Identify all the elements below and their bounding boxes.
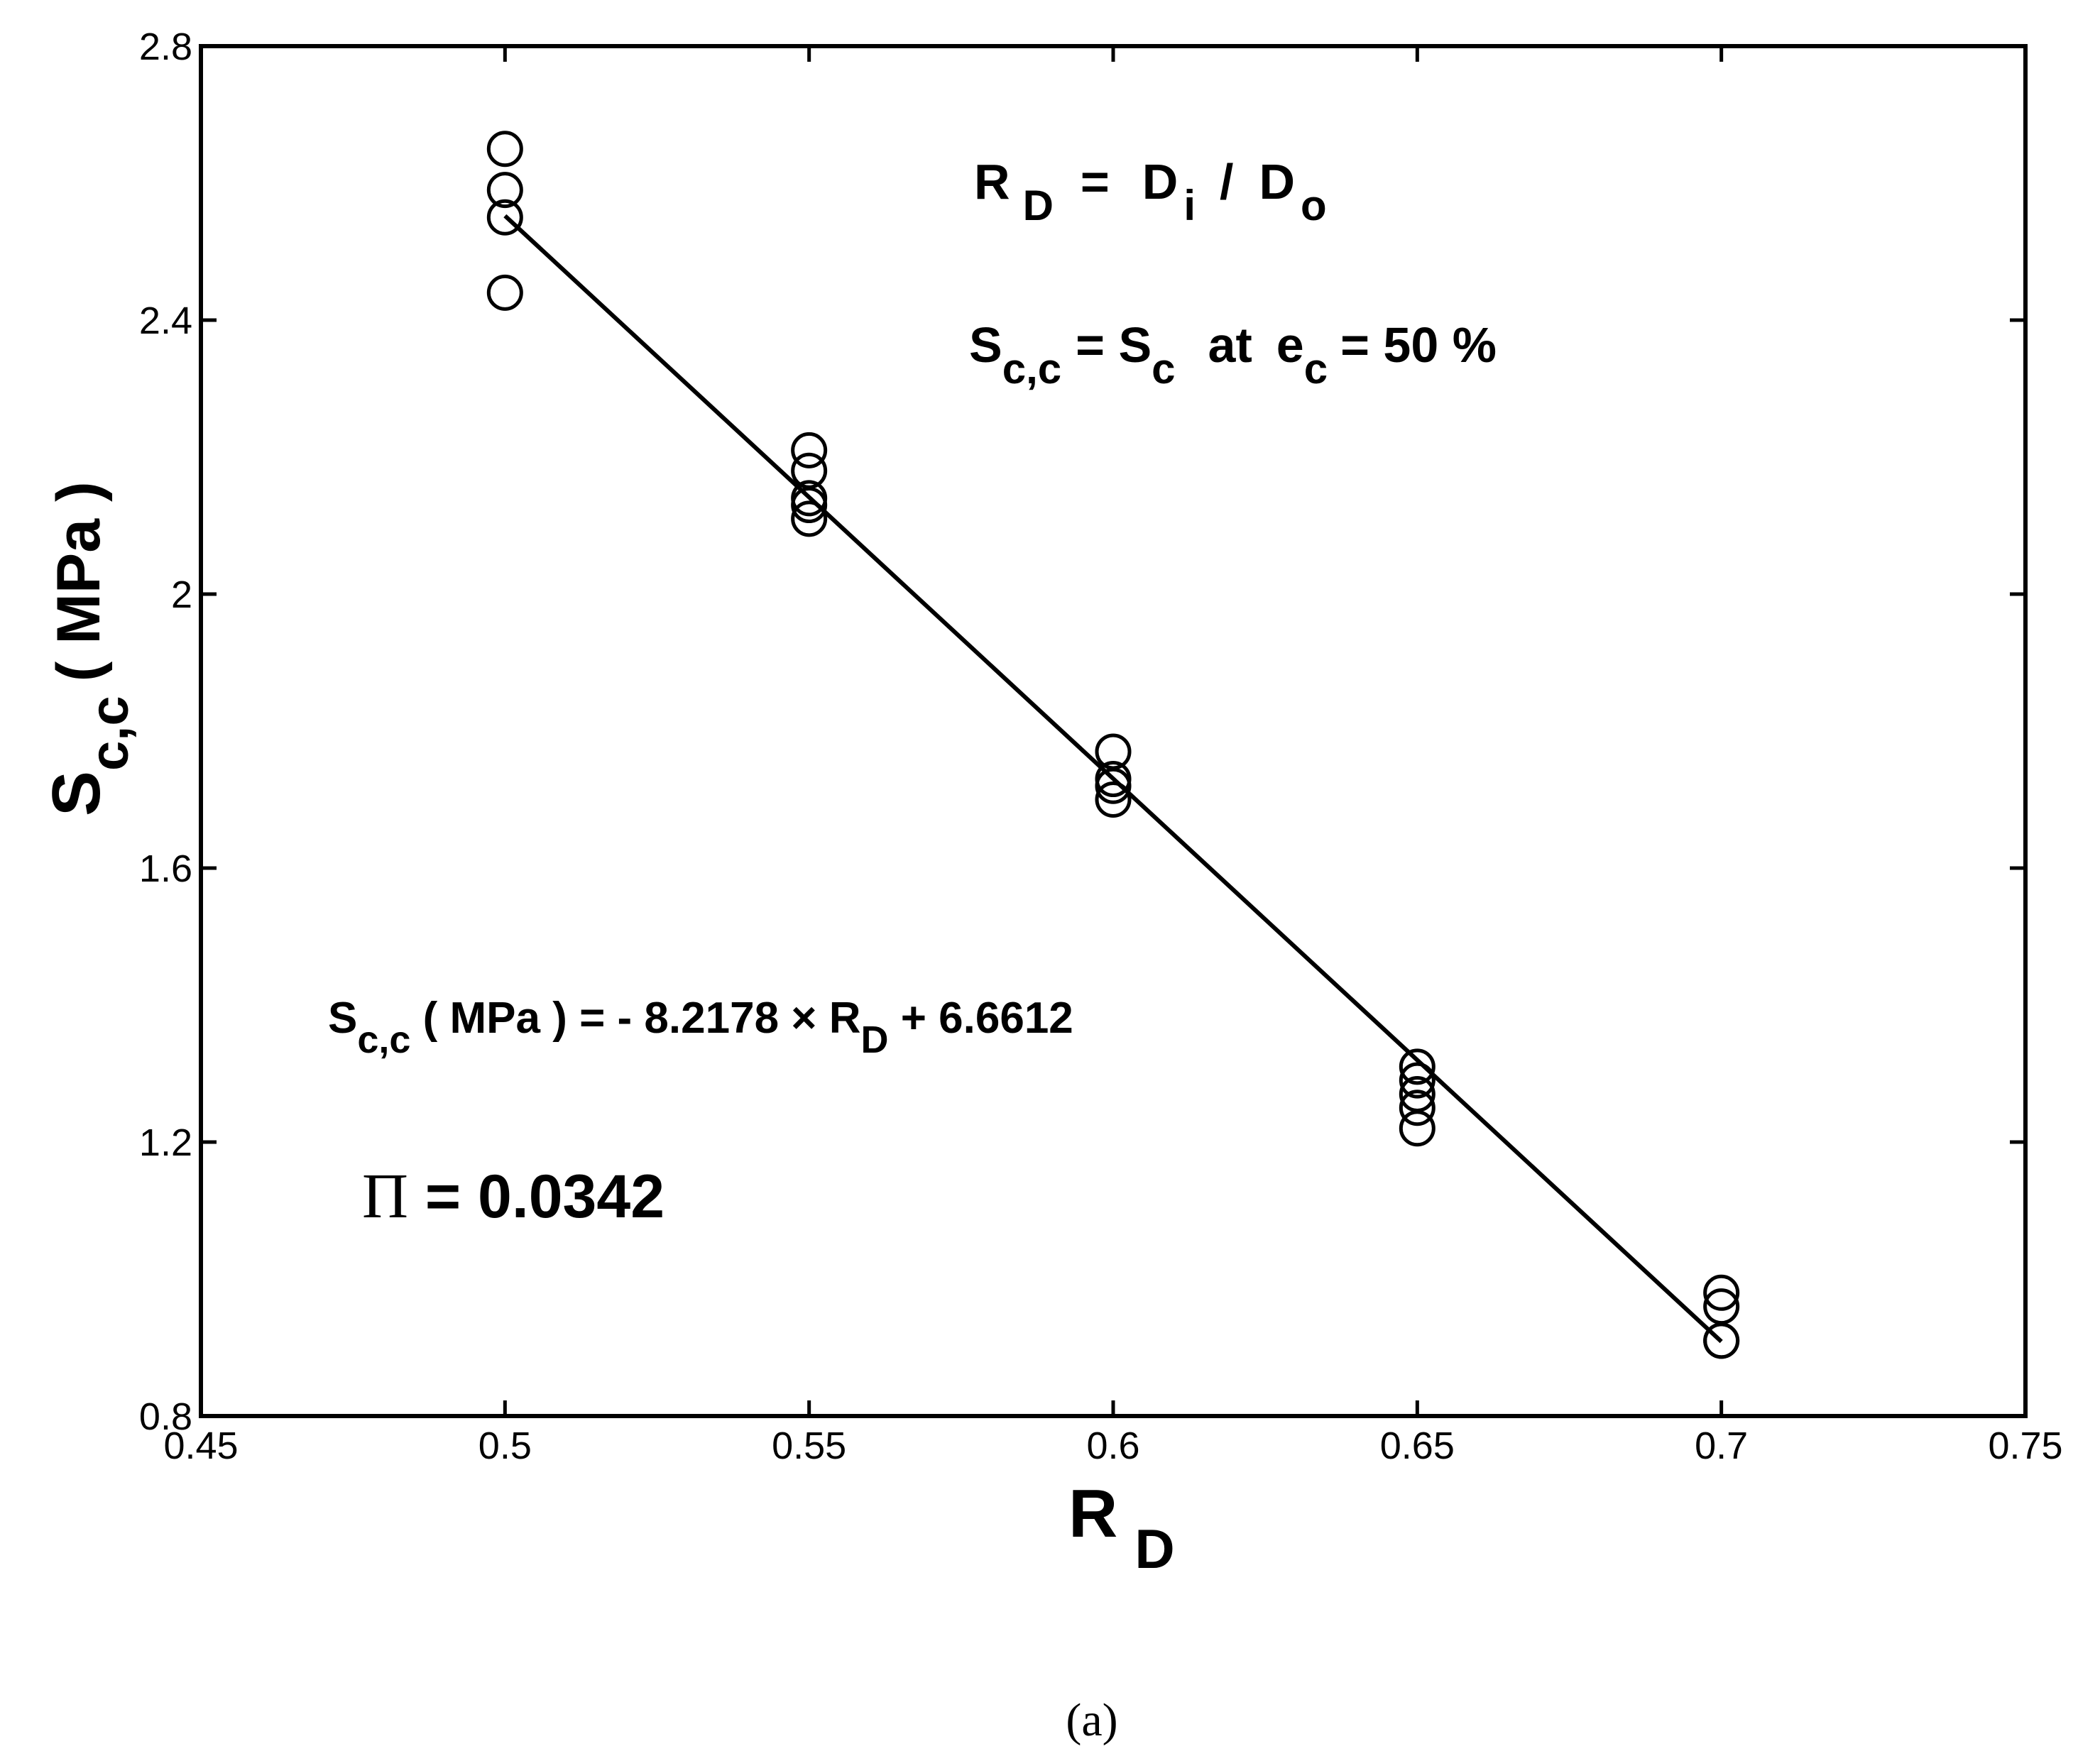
y-axis-title-main: S bbox=[38, 771, 114, 816]
cond-eq-sub: c bbox=[1152, 345, 1175, 393]
def-num-sub: i bbox=[1183, 182, 1196, 229]
cond-at: at bbox=[1208, 317, 1252, 373]
y-axis-title-sub: c,c bbox=[80, 696, 140, 771]
data-point bbox=[791, 500, 828, 537]
data-point bbox=[1399, 1048, 1435, 1085]
x-tick-label: 0.6 bbox=[1086, 1425, 1139, 1467]
eq-tail: + 6.6612 bbox=[888, 994, 1073, 1043]
data-point bbox=[1399, 1090, 1435, 1126]
def-lhs-sub: D bbox=[1023, 182, 1054, 229]
y-axis-title-unit: ( MPa ) bbox=[45, 481, 113, 681]
annotation-pi: Π = 0.0342 bbox=[362, 1161, 665, 1231]
y-tick-label: 2.8 bbox=[139, 26, 192, 68]
cond-lhs-sub: c,c bbox=[1002, 345, 1061, 393]
x-tick-label: 0.7 bbox=[1695, 1425, 1748, 1467]
cond-value: = 50 % bbox=[1340, 317, 1497, 373]
data-point bbox=[791, 487, 828, 524]
tick-labels: 0.45 0.5 0.55 0.6 0.65 0.7 0.75 0.8 1.2 1.6 2 2.4 2.… bbox=[139, 26, 2063, 1467]
def-div: / bbox=[1220, 154, 1233, 209]
x-axis-title-main: R bbox=[1068, 1476, 1117, 1552]
y-tick-label: 0.8 bbox=[139, 1395, 192, 1438]
annotation-condition: Sc,c = Sc at ec = 50 % bbox=[969, 317, 1497, 393]
panel-label: (a) bbox=[1066, 1694, 1117, 1746]
y-tick-label: 2 bbox=[171, 574, 192, 616]
tick-marks bbox=[199, 44, 2028, 1418]
x-tick-label: 0.45 bbox=[163, 1425, 238, 1467]
eq-rest: ( MPa ) = - 8.2178 × R bbox=[410, 994, 860, 1043]
cond-lhs: S bbox=[969, 317, 1002, 373]
x-tick-label: 0.5 bbox=[478, 1425, 532, 1467]
x-tick-label: 0.55 bbox=[772, 1425, 846, 1467]
data-point bbox=[1399, 1110, 1435, 1147]
data-point bbox=[1095, 781, 1132, 818]
data-point bbox=[486, 172, 523, 209]
cond-eq: = S bbox=[1076, 317, 1152, 373]
x-axis-title-sub: D bbox=[1134, 1518, 1174, 1580]
def-den: D bbox=[1259, 154, 1295, 209]
data-point bbox=[486, 131, 523, 168]
data-point bbox=[791, 432, 828, 468]
y-tick-label: 1.6 bbox=[139, 847, 192, 890]
cond-e-sub: c bbox=[1304, 345, 1328, 393]
pi-symbol: Π bbox=[362, 1161, 408, 1231]
x-tick-label: 0.65 bbox=[1380, 1425, 1455, 1467]
eq-rest-sub: D bbox=[860, 1019, 888, 1061]
eq-lhs-sub: c,c bbox=[357, 1019, 410, 1061]
def-num: D bbox=[1142, 154, 1178, 209]
data-point bbox=[1703, 1322, 1740, 1359]
data-point bbox=[1703, 1274, 1740, 1311]
data-point bbox=[486, 274, 523, 311]
fit-line bbox=[503, 214, 1723, 1344]
data-point bbox=[1399, 1062, 1435, 1099]
x-tick-label: 0.75 bbox=[1988, 1425, 2062, 1467]
data-point bbox=[1095, 767, 1132, 804]
cond-e: e bbox=[1276, 317, 1304, 373]
eq-lhs: S bbox=[328, 994, 357, 1043]
def-lhs: R bbox=[974, 154, 1010, 209]
annotation-equation: Sc,c ( MPa ) = - 8.2178 × RD + 6.6612 bbox=[328, 994, 1073, 1061]
data-point bbox=[486, 199, 523, 236]
pi-value: = 0.0342 bbox=[408, 1163, 665, 1231]
y-axis-title: Sc,c ( MPa ) bbox=[38, 481, 140, 816]
y-tick-label: 2.4 bbox=[139, 300, 192, 342]
data-marks bbox=[486, 131, 1740, 1359]
def-den-sub: o bbox=[1301, 182, 1327, 229]
y-tick-label: 1.2 bbox=[139, 1121, 192, 1164]
def-eq: = bbox=[1081, 154, 1110, 209]
